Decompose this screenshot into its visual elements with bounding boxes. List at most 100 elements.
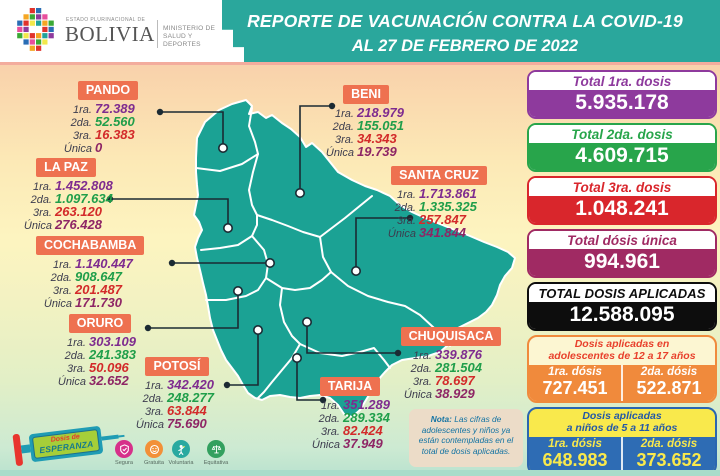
total-dose1-box: Total 1ra. dosis 5.935.178 (527, 70, 717, 119)
dept-santa-cruz-dose3: 257.847 (419, 212, 466, 227)
dose2-label: 2da. (142, 393, 164, 405)
dept-potosi-title: POTOSÍ (145, 357, 209, 376)
dose3-label: 3ra. (397, 215, 416, 227)
note-text: Las cifras de adolescentes y niños ya es… (418, 414, 514, 456)
dose1-label: 1ra. (145, 380, 164, 392)
dept-cochabamba-title: COCHABAMBA (36, 236, 145, 255)
map-marker-santa-cruz (350, 265, 361, 276)
dept-pando-title: PANDO (77, 81, 139, 100)
smiley-icon (145, 440, 163, 458)
estado-plurinacional-label: ESTADO PLURINACIONAL DE (66, 17, 146, 23)
dept-santa-cruz: SANTA CRUZ 1ra. 1.713.861 2da. 1.335.325 3… (380, 166, 498, 240)
shield-check-icon (115, 440, 133, 458)
dose1-label: 1ra. (335, 108, 354, 120)
dept-la-paz-unique: 276.428 (55, 217, 102, 232)
dept-oruro-dose2: 241.383 (89, 347, 136, 362)
map-marker-tarija (291, 352, 302, 363)
dept-pando-dose1: 72.389 (95, 101, 135, 116)
children-dose1-cell: 1ra. dósis 648.983 (529, 437, 621, 473)
total-dose3-box: Total 3ra. dosis 1.048.241 (527, 176, 717, 225)
adolescents-dose2-value: 522.871 (636, 378, 702, 398)
dose2-label: 2da. (70, 117, 92, 129)
dept-beni-dose2: 155.051 (357, 118, 404, 133)
map-markers (218, 143, 361, 363)
dept-pando-dose3: 16.383 (95, 127, 135, 142)
dose-unique-label: Única (311, 439, 340, 451)
dept-la-paz-dose1: 1.452.808 (55, 178, 113, 193)
dept-santa-cruz-dose2: 1.335.325 (419, 199, 477, 214)
dept-santa-cruz-unique: 341.844 (419, 225, 466, 240)
dose2-label: 2da. (64, 350, 86, 362)
dept-chuquisaca-dose3: 78.697 (435, 373, 475, 388)
dose1-label: 1ra. (53, 259, 72, 271)
connector-endpoints (106, 102, 414, 404)
dose1-label: 1ra. (321, 400, 340, 412)
dept-tarija-unique: 37.949 (343, 436, 383, 451)
dose3-label: 3ra. (67, 363, 86, 375)
dose3-label: 3ra. (413, 376, 432, 388)
connector-lines (110, 105, 410, 401)
dose-unique-label: Única (23, 220, 52, 232)
principle-segura: Segura (107, 440, 141, 466)
dept-pando-dose2: 52.560 (95, 114, 135, 129)
adolescents-box: Dosis aplicadas en adolescentes de 12 a … (527, 335, 717, 403)
dept-santa-cruz-dose1: 1.713.861 (419, 186, 477, 201)
dept-chuquisaca-dose2: 281.504 (435, 360, 482, 375)
total-applied-value: 12.588.095 (529, 302, 715, 329)
dose2-label: 2da. (30, 194, 52, 206)
dept-pando: PANDO 1ra. 72.389 2da. 52.560 3ra. 16.383 Ú… (56, 81, 160, 155)
dept-chuquisaca: CHUQUISACA 1ra. 339.876 2da. 281.504 3ra. 7… (396, 327, 506, 401)
dept-beni-dose3: 34.343 (357, 131, 397, 146)
dept-tarija-title: TARIJA (319, 377, 381, 396)
header-divider (0, 62, 720, 65)
dose2-label: 2da. (410, 363, 432, 375)
dept-cochabamba: COCHABAMBA 1ra. 1.140.447 2da. 908.647 3ra… (36, 236, 145, 310)
dept-tarija-dose2: 289.334 (343, 410, 390, 425)
children-box: Dosis aplicadas a niños de 5 a 11 años 1… (527, 407, 717, 475)
map-marker-la-paz (223, 223, 234, 234)
dept-cochabamba-dose2: 908.647 (75, 269, 122, 284)
dose1-label: 1ra. (73, 104, 92, 116)
dept-potosi: POTOSÍ 1ra. 342.420 2da. 248.277 3ra. 63.84… (128, 357, 226, 431)
logo-divider (157, 20, 158, 48)
children-dose1-value: 648.983 (542, 450, 608, 470)
report-title: REPORTE DE VACUNACIÓN CONTRA LA COVID-19 (247, 11, 683, 31)
dose2-label: 2da. (50, 272, 72, 284)
bolivia-crest-icon (17, 8, 54, 51)
dose3-label: 3ra. (145, 406, 164, 418)
dept-oruro-unique: 32.652 (89, 373, 129, 388)
report-date: AL 27 DE FEBRERO DE 2022 (351, 37, 579, 55)
dose1-label: 1ra. (67, 337, 86, 349)
total-applied-box: TOTAL DOSIS APLICADAS 12.588.095 (527, 282, 717, 331)
adolescents-dose1-cell: 1ra. dósis 727.451 (529, 365, 621, 401)
adolescents-dose2-cell: 2da. dósis 522.871 (621, 365, 715, 401)
header-banner: REPORTE DE VACUNACIÓN CONTRA LA COVID-19… (222, 0, 720, 62)
dept-beni-unique: 19.739 (357, 144, 397, 159)
dept-chuquisaca-dose1: 339.876 (435, 347, 482, 362)
dose1-label: 1ra. (413, 350, 432, 362)
dept-oruro-title: ORURO (68, 314, 132, 333)
dept-cochabamba-dose1: 1.140.447 (75, 256, 133, 271)
dept-oruro: ORURO 1ra. 303.109 2da. 241.383 3ra. 50.096… (50, 314, 150, 388)
dose-unique-label: Única (325, 147, 354, 159)
total-dose2-value: 4.609.715 (529, 143, 715, 170)
dept-tarija-dose1: 351.289 (343, 397, 390, 412)
totals-column: Total 1ra. dosis 5.935.178 Total 2da. do… (527, 70, 717, 475)
dept-potosi-unique: 75.690 (167, 416, 207, 431)
dose2-label: 2da. (318, 413, 340, 425)
map-marker-pando (218, 143, 229, 154)
dose2-label: 2da. (332, 121, 354, 133)
total-dose1-label: Total 1ra. dosis (529, 72, 715, 90)
map-marker-potosi (253, 324, 264, 335)
total-dose2-label: Total 2da. dosis (529, 125, 715, 143)
adolescents-box-title: Dosis aplicadas en adolescentes de 12 a … (548, 338, 696, 362)
map-marker-beni (294, 188, 305, 199)
dept-oruro-dose1: 303.109 (89, 334, 136, 349)
principle-gratuita: Gratuita (137, 440, 171, 466)
dept-cochabamba-dose3: 201.487 (75, 282, 122, 297)
total-unique-label: Total dósis única (529, 231, 715, 249)
dept-potosi-dose2: 248.277 (167, 390, 214, 405)
dose-unique-label: Única (135, 419, 164, 431)
dept-la-paz-dose2: 1.097.634 (55, 191, 113, 206)
